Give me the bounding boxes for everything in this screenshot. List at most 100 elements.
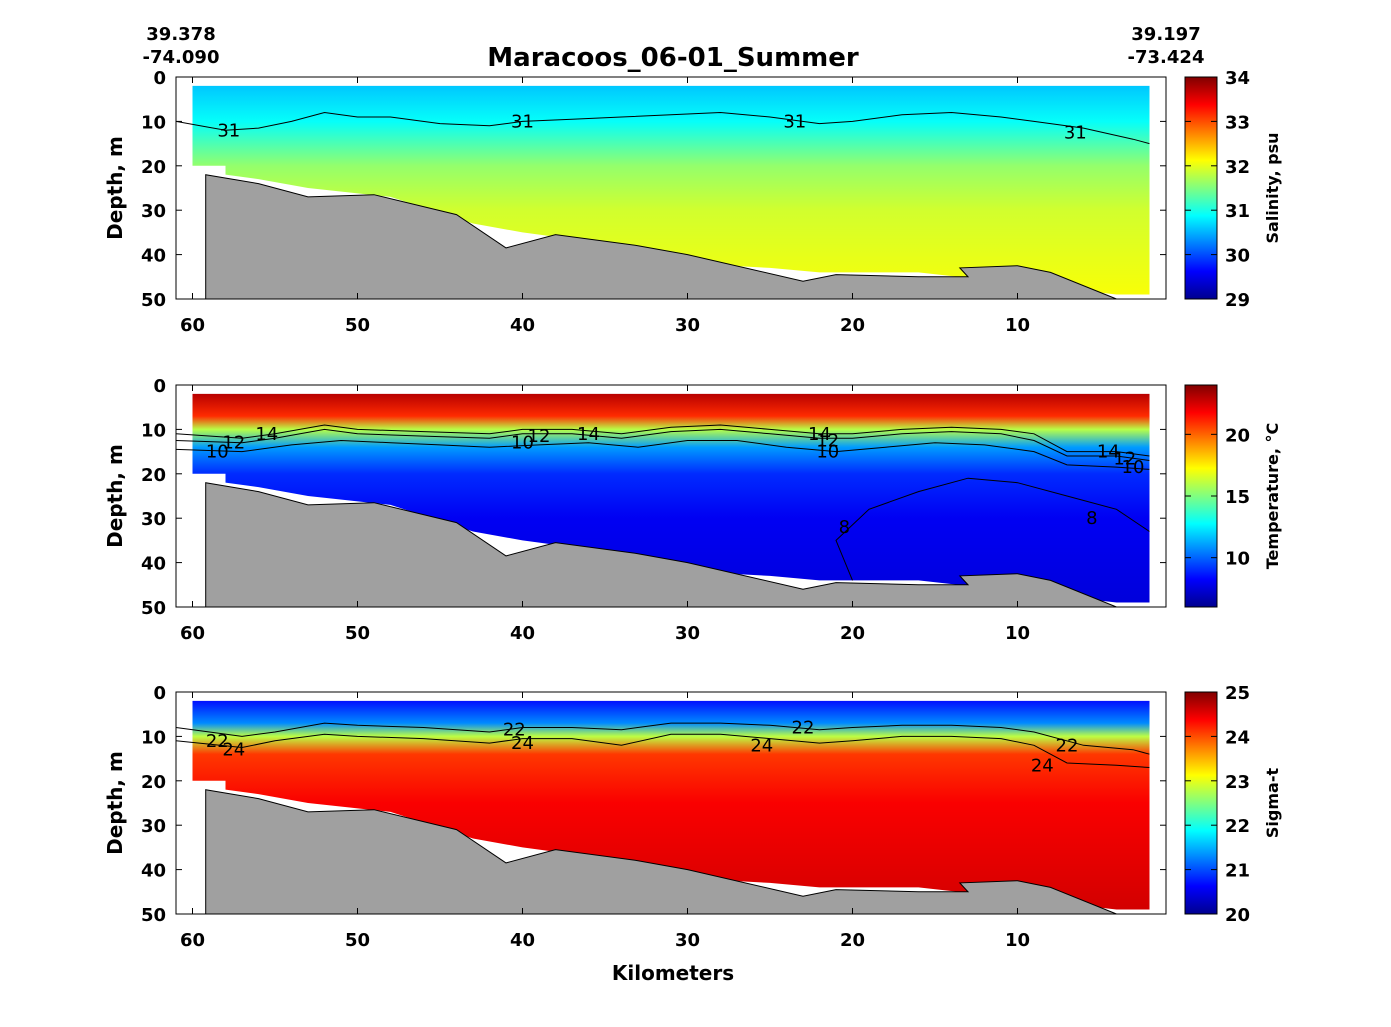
colorbar-tick-label: 31	[1225, 201, 1250, 222]
y-tick-label: 40	[141, 554, 166, 575]
colorbar-tick-label: 23	[1225, 772, 1250, 793]
y-tick-label: 20	[141, 157, 166, 178]
x-tick-label: 40	[510, 930, 535, 951]
x-tick-label: 20	[840, 930, 865, 951]
contour-label: 14	[808, 424, 831, 445]
contour-label: 24	[1031, 755, 1054, 776]
seafloor-profile	[205, 789, 1117, 915]
y-tick-label: 0	[153, 376, 166, 397]
contour-line-10	[175, 439, 1150, 470]
data-field	[192, 85, 1150, 295]
salinity-panel: 31 31 31 31 60 50 40 30 20 10 0 10 20 30 40 50 Depth, m 2…	[103, 68, 1282, 336]
contour-label: 24	[511, 733, 534, 754]
y-axis-label: Depth, m	[103, 444, 127, 548]
axes-frame	[175, 76, 1167, 300]
contour-label: 10	[1122, 457, 1145, 478]
chart-title: Maracoos_06-01_Summer	[487, 43, 859, 73]
x-tick-label: 50	[345, 930, 370, 951]
x-axis-label: Kilometers	[612, 961, 734, 985]
y-tick-label: 0	[153, 68, 166, 89]
end-lon: -73.424	[1128, 47, 1205, 68]
y-axis-label: Depth, m	[103, 136, 127, 240]
x-tick-label: 40	[510, 623, 535, 644]
colorbar-tick-label: 22	[1225, 816, 1250, 837]
y-tick-label: 20	[141, 465, 166, 486]
contour-label: 31	[1064, 123, 1087, 144]
contour-label: 14	[1097, 442, 1120, 463]
y-tick-label: 30	[141, 816, 166, 837]
contour-line-8	[835, 477, 1150, 581]
contour-label: 22	[1056, 735, 1079, 756]
colorbar-tick-label: 20	[1225, 425, 1250, 446]
x-tick-label: 20	[840, 315, 865, 336]
colorbar-tick-label: 29	[1225, 290, 1250, 311]
contour-label: 14	[577, 424, 600, 445]
colorbar	[1184, 691, 1218, 915]
x-tick-label: 60	[180, 315, 205, 336]
seafloor-profile	[205, 482, 1117, 608]
contour-label: 22	[503, 720, 526, 741]
y-tick-label: 10	[141, 112, 166, 133]
colorbar-tick-label: 25	[1225, 683, 1250, 704]
contour-label: 31	[511, 111, 534, 132]
y-tick-label: 30	[141, 201, 166, 222]
contour-label: 12	[528, 426, 551, 447]
x-tick-label: 40	[510, 315, 535, 336]
x-tick-label: 20	[840, 623, 865, 644]
contour-label: 10	[816, 442, 839, 463]
x-tick-label: 50	[345, 315, 370, 336]
x-tick-label: 60	[180, 623, 205, 644]
y-tick-label: 50	[141, 290, 166, 311]
x-tick-label: 30	[675, 623, 700, 644]
contour-label: 31	[217, 120, 240, 141]
contour-line-22	[175, 722, 1150, 755]
contour-label: 8	[839, 517, 850, 538]
contour-label: 24	[222, 740, 245, 761]
colorbar-tick-label: 20	[1225, 905, 1250, 926]
contour-label: 22	[206, 731, 229, 752]
y-tick-label: 50	[141, 598, 166, 619]
contour-label: 22	[792, 718, 815, 739]
y-tick-label: 40	[141, 246, 166, 267]
contour-label: 10	[206, 442, 229, 463]
contour-label: 12	[222, 433, 245, 454]
contour-label: 31	[783, 111, 806, 132]
colorbar-tick-label: 30	[1225, 246, 1250, 267]
colorbar-tick-label: 21	[1225, 861, 1250, 882]
x-tick-label: 10	[1005, 623, 1030, 644]
y-axis-label: Depth, m	[103, 751, 127, 855]
contour-label: 14	[255, 424, 278, 445]
y-tick-label: 10	[141, 727, 166, 748]
x-tick-label: 30	[675, 315, 700, 336]
x-tick-label: 10	[1005, 930, 1030, 951]
colorbar-label: Salinity, psu	[1263, 132, 1282, 243]
colorbar-tick-label: 10	[1225, 549, 1250, 570]
contour-label: 8	[1086, 508, 1097, 529]
contour-label: 12	[816, 431, 839, 452]
colorbar-tick-label: 15	[1225, 487, 1250, 508]
x-tick-label: 10	[1005, 315, 1030, 336]
y-tick-label: 50	[141, 905, 166, 926]
y-tick-label: 10	[141, 420, 166, 441]
contour-label: 24	[750, 735, 773, 756]
colorbar-tick-label: 24	[1225, 727, 1250, 748]
y-tick-label: 30	[141, 509, 166, 530]
y-tick-label: 20	[141, 772, 166, 793]
start-lon: -74.090	[143, 47, 220, 68]
colorbar-label: Temperature, °C	[1263, 423, 1282, 569]
x-tick-label: 30	[675, 930, 700, 951]
x-tick-label: 50	[345, 623, 370, 644]
data-field	[192, 393, 1150, 603]
axes-frame	[175, 384, 1167, 608]
data-field	[192, 700, 1150, 910]
axes-frame	[175, 691, 1167, 915]
contour-line-31	[175, 111, 1150, 145]
start-lat: 39.378	[146, 24, 215, 45]
colorbar-tick-label: 34	[1225, 68, 1250, 89]
colorbar-tick-label: 32	[1225, 157, 1250, 178]
colorbar	[1184, 76, 1218, 300]
contour-label: 12	[1113, 448, 1136, 469]
y-tick-label: 0	[153, 683, 166, 704]
